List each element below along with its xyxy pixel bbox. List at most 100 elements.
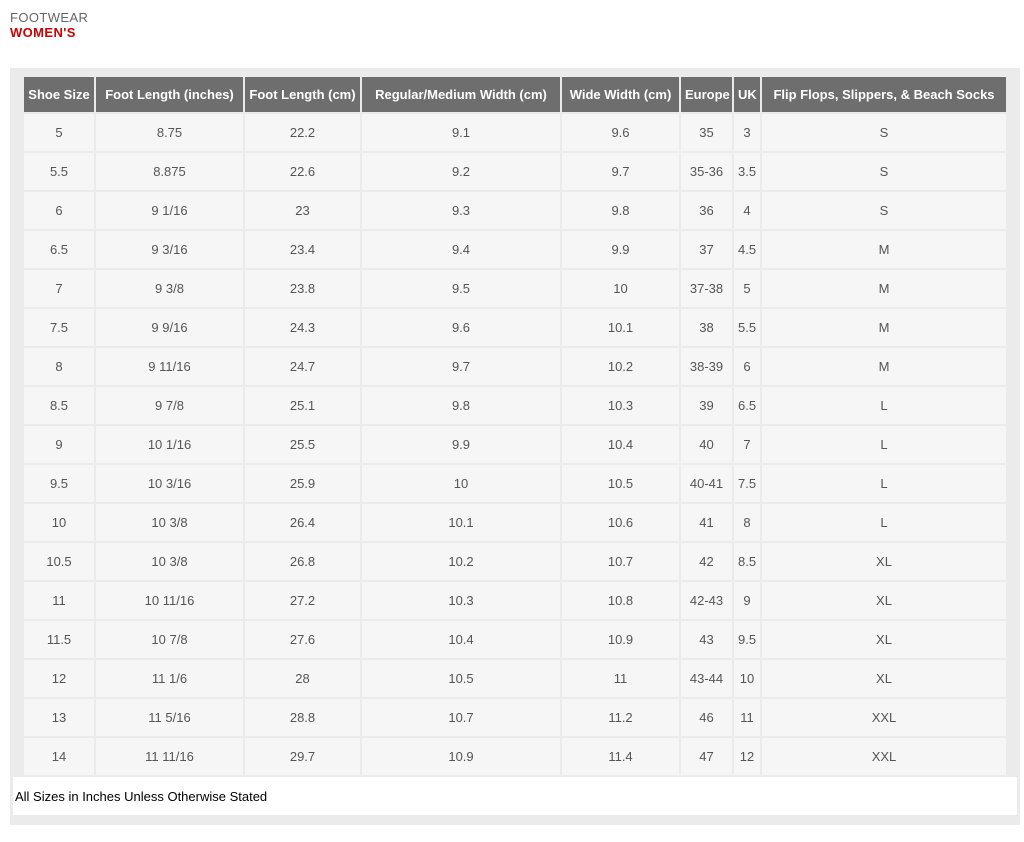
- table-cell: 10.2: [562, 348, 679, 385]
- table-cell: L: [762, 465, 1006, 502]
- table-cell: 24.3: [245, 309, 360, 346]
- table-cell: 10.5: [362, 660, 560, 697]
- table-cell: 10: [734, 660, 760, 697]
- table-cell: S: [762, 192, 1006, 229]
- table-cell: M: [762, 348, 1006, 385]
- table-cell: 10.6: [562, 504, 679, 541]
- table-cell: 42: [681, 543, 732, 580]
- table-cell: 6.5: [734, 387, 760, 424]
- table-cell: 10.3: [362, 582, 560, 619]
- table-cell: 9.7: [562, 153, 679, 190]
- table-cell: 10: [562, 270, 679, 307]
- table-cell: 7.5: [24, 309, 94, 346]
- table-cell: 9.6: [362, 309, 560, 346]
- table-cell: 6: [734, 348, 760, 385]
- table-row: 9 10 1/16 25.5 9.9 10.4 40 7 L: [24, 426, 1006, 463]
- table-cell: 41: [681, 504, 732, 541]
- table-cell: 29.7: [245, 738, 360, 775]
- table-cell: XL: [762, 621, 1006, 658]
- table-cell: 39: [681, 387, 732, 424]
- table-cell: 11: [734, 699, 760, 736]
- table-cell: 36: [681, 192, 732, 229]
- table-row: 13 11 5/16 28.8 10.7 11.2 46 11 XXL: [24, 699, 1006, 736]
- size-chart-container: Shoe Size Foot Length (inches) Foot Length…: [10, 68, 1020, 825]
- table-cell: 40-41: [681, 465, 732, 502]
- category-label: FOOTWEAR: [10, 10, 89, 25]
- table-cell: 8.875: [96, 153, 243, 190]
- table-cell: L: [762, 387, 1006, 424]
- table-cell: 4.5: [734, 231, 760, 268]
- table-cell: 10 3/8: [96, 504, 243, 541]
- table-cell: L: [762, 426, 1006, 463]
- table-cell: 11: [24, 582, 94, 619]
- table-cell: 9.8: [562, 192, 679, 229]
- table-cell: 10.7: [562, 543, 679, 580]
- table-row: 14 11 11/16 29.7 10.9 11.4 47 12 XXL: [24, 738, 1006, 775]
- table-cell: 10.9: [362, 738, 560, 775]
- table-cell: 27.6: [245, 621, 360, 658]
- table-cell: 10 11/16: [96, 582, 243, 619]
- table-cell: 7: [24, 270, 94, 307]
- table-cell: 5: [24, 114, 94, 151]
- table-cell: 11 1/6: [96, 660, 243, 697]
- table-cell: 6: [24, 192, 94, 229]
- page-title: WOMEN'S: [10, 25, 76, 40]
- table-cell: 5.5: [734, 309, 760, 346]
- table-row: 10 10 3/8 26.4 10.1 10.6 41 8 L: [24, 504, 1006, 541]
- table-cell: 10 3/8: [96, 543, 243, 580]
- table-body: 5 8.75 22.2 9.1 9.6 35 3 S 5.5 8.875 22.6 9.2 9.7 35-…: [24, 114, 1006, 775]
- table-row: 11 10 11/16 27.2 10.3 10.8 42-43 9 XL: [24, 582, 1006, 619]
- table-cell: M: [762, 270, 1006, 307]
- table-cell: 11.2: [562, 699, 679, 736]
- column-header: Wide Width (cm): [562, 77, 679, 112]
- table-cell: 3.5: [734, 153, 760, 190]
- table-cell: 10 1/16: [96, 426, 243, 463]
- table-cell: 5.5: [24, 153, 94, 190]
- table-cell: M: [762, 231, 1006, 268]
- table-cell: 11 11/16: [96, 738, 243, 775]
- table-cell: 9.1: [362, 114, 560, 151]
- table-cell: 28.8: [245, 699, 360, 736]
- table-cell: 43-44: [681, 660, 732, 697]
- table-cell: 8: [24, 348, 94, 385]
- table-cell: 6.5: [24, 231, 94, 268]
- table-cell: 37-38: [681, 270, 732, 307]
- table-row: 12 11 1/6 28 10.5 11 43-44 10 XL: [24, 660, 1006, 697]
- table-cell: 10: [362, 465, 560, 502]
- table-cell: 10.5: [24, 543, 94, 580]
- table-cell: 28: [245, 660, 360, 697]
- table-cell: 12: [734, 738, 760, 775]
- table-cell: 13: [24, 699, 94, 736]
- table-row: 11.5 10 7/8 27.6 10.4 10.9 43 9.5 XL: [24, 621, 1006, 658]
- table-cell: 11: [562, 660, 679, 697]
- table-cell: 11 5/16: [96, 699, 243, 736]
- table-cell: 38: [681, 309, 732, 346]
- table-cell: 10.2: [362, 543, 560, 580]
- table-cell: 10.4: [562, 426, 679, 463]
- column-header: Europe: [681, 77, 732, 112]
- table-cell: 9.5: [362, 270, 560, 307]
- table-cell: 23.8: [245, 270, 360, 307]
- table-cell: 9.5: [734, 621, 760, 658]
- footnote: All Sizes in Inches Unless Otherwise Sta…: [13, 777, 1017, 815]
- table-cell: 5: [734, 270, 760, 307]
- table-cell: 10.1: [362, 504, 560, 541]
- table-cell: 35-36: [681, 153, 732, 190]
- table-cell: 10.4: [362, 621, 560, 658]
- table-cell: 9.8: [362, 387, 560, 424]
- table-row: 6.5 9 3/16 23.4 9.4 9.9 37 4.5 M: [24, 231, 1006, 268]
- table-cell: 8.5: [24, 387, 94, 424]
- table-cell: 10.5: [562, 465, 679, 502]
- table-cell: 8: [734, 504, 760, 541]
- column-header: UK: [734, 77, 760, 112]
- table-cell: 4: [734, 192, 760, 229]
- table-cell: 22.6: [245, 153, 360, 190]
- table-cell: 47: [681, 738, 732, 775]
- table-cell: 9.7: [362, 348, 560, 385]
- table-cell: 9.6: [562, 114, 679, 151]
- table-row: 5.5 8.875 22.6 9.2 9.7 35-36 3.5 S: [24, 153, 1006, 190]
